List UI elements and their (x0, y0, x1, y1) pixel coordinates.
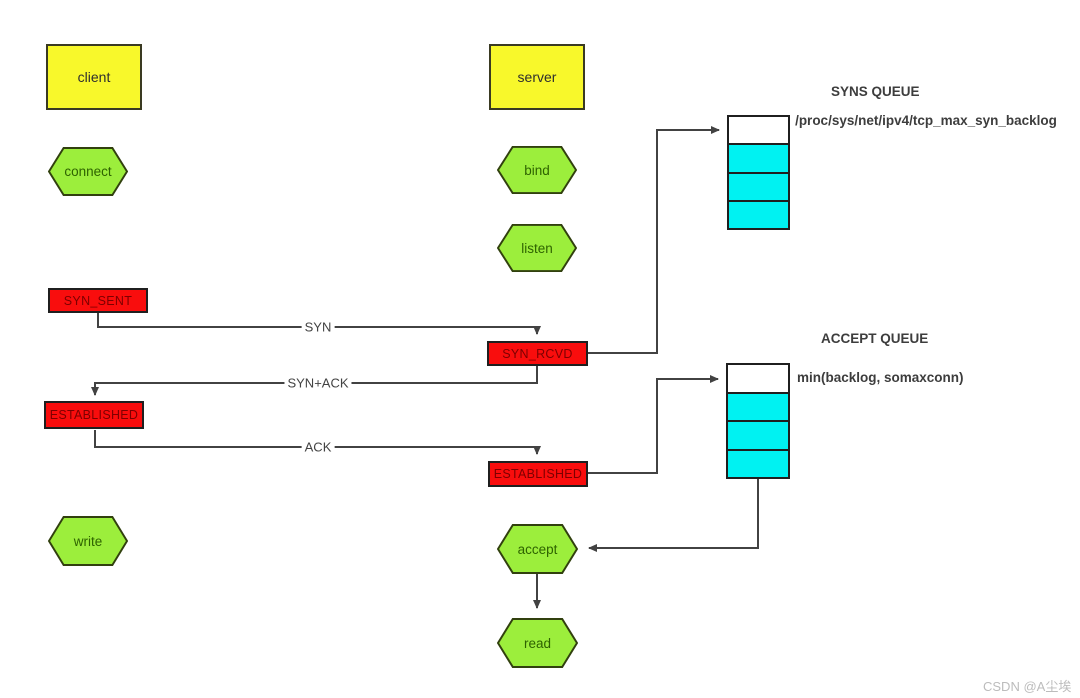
established-server-state-node: ESTABLISHED (488, 461, 588, 487)
hexagon-shape (48, 516, 128, 566)
queue-cell-empty (726, 363, 790, 394)
listen-call-node: listen (497, 224, 577, 272)
ack-message-label: ACK (301, 439, 335, 455)
syn-rcvd-label: SYN_RCVD (502, 346, 573, 361)
arrow-synrcvd-to-syns-queue (588, 126, 720, 354)
accept-queue-label: min(backlog, somaxconn) (797, 370, 964, 385)
queue-cell-filled (727, 199, 790, 230)
syn-message-label: SYN (301, 319, 335, 335)
queue-cell-filled (726, 448, 790, 479)
connect-label: connect (64, 164, 112, 179)
arrow-established-to-accept-queue (588, 375, 719, 474)
write-label: write (73, 533, 103, 549)
read-call-node: read (497, 618, 578, 668)
syns-queue-title: SYNS QUEUE (831, 84, 920, 99)
arrow-accept-queue-to-accept (588, 479, 759, 552)
syns-queue (727, 115, 790, 230)
connect-call-node: connect (48, 147, 128, 196)
established-client-label: ESTABLISHED (49, 408, 139, 422)
watermark: CSDN @A尘埃 (983, 679, 1072, 694)
queue-cell-filled (726, 391, 790, 422)
syns-queue-label: /proc/sys/net/ipv4/tcp_max_syn_backlog (795, 113, 1057, 128)
write-call-node: write (48, 516, 128, 566)
queue-cell-empty (727, 115, 790, 146)
bind-call-node: bind (497, 146, 577, 194)
accept-queue-title: ACCEPT QUEUE (821, 331, 929, 346)
syn-rcvd-state-node: SYN_RCVD (487, 341, 588, 366)
hexagon-shape (497, 618, 578, 668)
established-client-state-node: ESTABLISHED (44, 401, 144, 429)
listen-label: listen (521, 240, 553, 256)
queue-cell-filled (726, 420, 790, 451)
queue-cell-filled (727, 171, 790, 202)
client-label: client (77, 69, 111, 85)
hexagon-shape (497, 146, 577, 194)
accept-queue (726, 363, 790, 479)
syn-sent-label: SYN_SENT (63, 293, 133, 308)
syn-sent-state-node: SYN_SENT (48, 288, 148, 313)
server-node: server (489, 44, 585, 110)
hexagon-shape (497, 524, 578, 574)
queue-cell-filled (727, 143, 790, 174)
client-node: client (46, 44, 142, 110)
accept-label: accept (517, 541, 558, 557)
server-label: server (517, 69, 557, 85)
established-server-label: ESTABLISHED (493, 467, 583, 481)
hexagon-shape (497, 224, 577, 272)
syn-ack-message-label: SYN+ACK (284, 375, 352, 391)
hexagon-shape (48, 147, 128, 196)
bind-label: bind (524, 162, 550, 178)
accept-call-node: accept (497, 524, 578, 574)
read-label: read (523, 635, 552, 651)
